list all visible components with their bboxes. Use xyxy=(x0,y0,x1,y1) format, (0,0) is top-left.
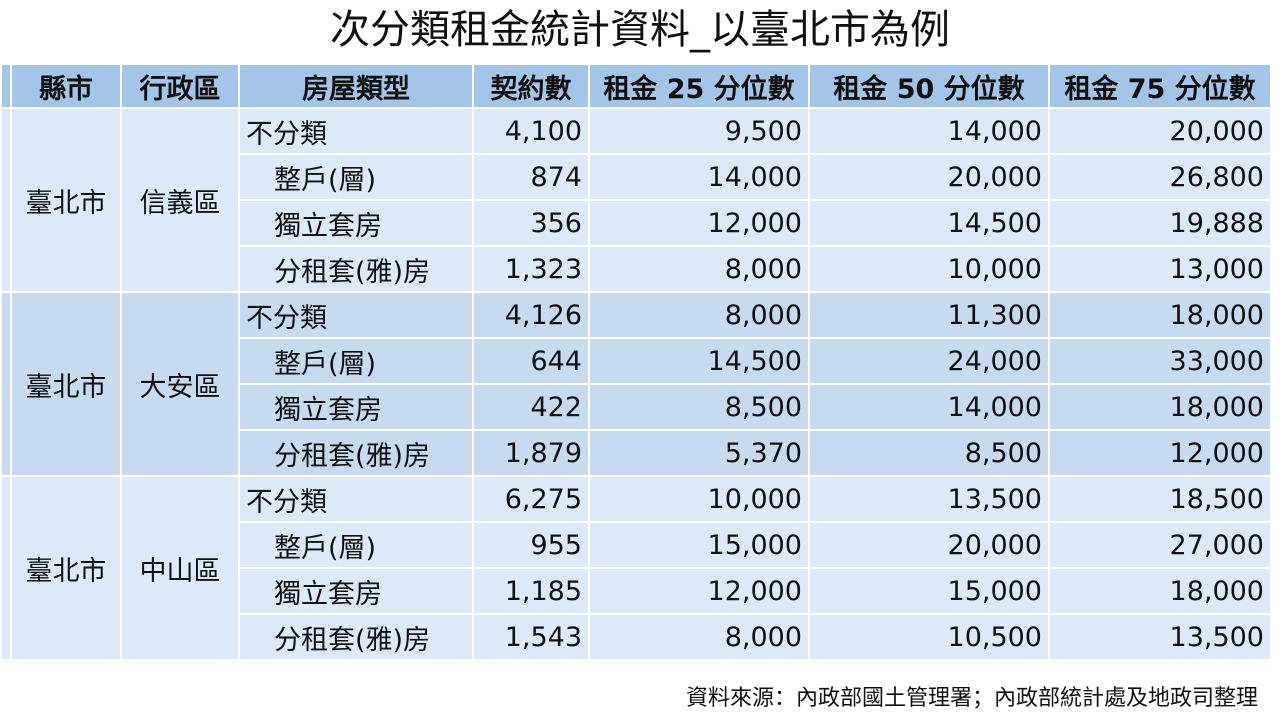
city-cell: 臺北市 xyxy=(10,107,122,293)
number-cell: 8,500 xyxy=(808,429,1050,477)
number-cell: 14,000 xyxy=(808,383,1050,431)
city-cell: 臺北市 xyxy=(10,291,122,477)
number-cell: 24,000 xyxy=(808,337,1050,385)
header-cell: 契約數 xyxy=(472,63,590,109)
number-cell: 12,000 xyxy=(588,567,810,615)
number-cell: 356 xyxy=(472,199,590,247)
table-row: 獨立套房 1,185 12,000 15,000 18,000 xyxy=(1,567,1272,615)
number-cell: 8,000 xyxy=(588,291,810,339)
number-cell: 6,275 xyxy=(472,475,590,523)
type-cell: 不分類 xyxy=(238,107,474,155)
type-cell: 不分類 xyxy=(238,291,474,339)
type-cell: 獨立套房 xyxy=(238,567,474,615)
number-cell: 13,000 xyxy=(1048,245,1272,293)
header-cell: 房屋類型 xyxy=(238,63,474,109)
number-cell: 8,000 xyxy=(588,245,810,293)
number-cell: 4,126 xyxy=(472,291,590,339)
type-cell: 整戶(層) xyxy=(238,337,474,385)
number-cell: 10,500 xyxy=(808,613,1050,661)
number-cell: 18,000 xyxy=(1048,291,1272,339)
type-cell: 整戶(層) xyxy=(238,521,474,569)
title: 次分類租金統計資料_以臺北市為例 xyxy=(330,7,950,53)
number-cell: 19,888 xyxy=(1048,199,1272,247)
header-cell: 租金 25 分位數 xyxy=(588,63,810,109)
number-cell: 14,000 xyxy=(808,107,1050,155)
type-cell: 分租套(雅)房 xyxy=(238,429,474,477)
header-cell: 行政區 xyxy=(120,63,240,109)
table-row: 獨立套房 356 12,000 14,500 19,888 xyxy=(1,199,1272,247)
number-cell: 422 xyxy=(472,383,590,431)
number-cell: 18,000 xyxy=(1048,383,1272,431)
number-cell: 11,300 xyxy=(808,291,1050,339)
type-cell: 整戶(層) xyxy=(238,153,474,201)
type-cell: 獨立套房 xyxy=(238,199,474,247)
number-cell: 4,100 xyxy=(472,107,590,155)
number-cell: 20,000 xyxy=(1048,107,1272,155)
district-cell: 信義區 xyxy=(120,107,240,293)
number-cell: 26,800 xyxy=(1048,153,1272,201)
table-row: 整戶(層) 955 15,000 20,000 27,000 xyxy=(1,521,1272,569)
city-cell: 臺北市 xyxy=(10,475,122,661)
number-cell: 18,500 xyxy=(1048,475,1272,523)
number-cell: 8,000 xyxy=(588,613,810,661)
source-note: 資料來源：內政部國土管理署；內政部統計處及地政司整理 xyxy=(685,686,1258,711)
header-cell: 租金 50 分位數 xyxy=(808,63,1050,109)
number-cell: 1,185 xyxy=(472,567,590,615)
table-row: 臺北市 大安區 不分類 4,126 8,000 11,300 18,000 xyxy=(0,291,1272,477)
number-cell: 18,000 xyxy=(1048,567,1272,615)
table-row: 獨立套房 422 8,500 14,000 18,000 xyxy=(1,383,1272,431)
number-cell: 8,500 xyxy=(588,383,810,431)
number-cell: 12,000 xyxy=(1048,429,1272,477)
type-cell: 分租套(雅)房 xyxy=(238,613,474,661)
number-cell: 874 xyxy=(472,153,590,201)
number-cell: 20,000 xyxy=(808,153,1050,201)
edge xyxy=(0,475,12,661)
number-cell: 15,000 xyxy=(588,521,810,569)
header-row: 縣市 行政區 房屋類型 契約數 租金 25 分位數 租金 50 分位數 租金 75 分位數 xyxy=(0,63,1272,109)
district-cell: 大安區 xyxy=(120,291,240,477)
rent-table: 縣市 行政區 房屋類型 契約數 租金 25 分位數 租金 50 分位數 租金 75 分位數 … xyxy=(0,63,1272,661)
edge xyxy=(0,63,12,109)
number-cell: 1,323 xyxy=(472,245,590,293)
number-cell: 955 xyxy=(472,521,590,569)
number-cell: 644 xyxy=(472,337,590,385)
table-row: 整戶(層) 874 14,000 20,000 26,800 xyxy=(1,153,1272,201)
table-row: 整戶(層) 644 14,500 24,000 33,000 xyxy=(1,337,1272,385)
number-cell: 15,000 xyxy=(808,567,1050,615)
header-cell: 租金 75 分位數 xyxy=(1048,63,1272,109)
table-body: 臺北市 信義區 不分類 4,100 9,500 14,000 20,000 整戶(層) 874 1… xyxy=(0,107,1272,661)
number-cell: 14,000 xyxy=(588,153,810,201)
table-row: 臺北市 信義區 不分類 4,100 9,500 14,000 20,000 xyxy=(0,107,1272,293)
table-row: 臺北市 中山區 不分類 6,275 10,000 13,500 18,500 xyxy=(0,475,1272,661)
number-cell: 13,500 xyxy=(808,475,1050,523)
type-cell: 不分類 xyxy=(238,475,474,523)
number-cell: 9,500 xyxy=(588,107,810,155)
number-cell: 14,500 xyxy=(808,199,1050,247)
type-cell: 獨立套房 xyxy=(238,383,474,431)
number-cell: 10,000 xyxy=(808,245,1050,293)
edge xyxy=(0,107,12,293)
number-cell: 12,000 xyxy=(588,199,810,247)
number-cell: 1,879 xyxy=(472,429,590,477)
number-cell: 14,500 xyxy=(588,337,810,385)
number-cell: 10,000 xyxy=(588,475,810,523)
number-cell: 5,370 xyxy=(588,429,810,477)
type-cell: 分租套(雅)房 xyxy=(238,245,474,293)
header-cell: 縣市 xyxy=(10,63,122,109)
number-cell: 33,000 xyxy=(1048,337,1272,385)
number-cell: 20,000 xyxy=(808,521,1050,569)
table-row: 分租套(雅)房 1,543 8,000 10,500 13,500 xyxy=(1,613,1272,661)
number-cell: 27,000 xyxy=(1048,521,1272,569)
number-cell: 13,500 xyxy=(1048,613,1272,661)
table-row: 分租套(雅)房 1,323 8,000 10,000 13,000 xyxy=(1,245,1272,293)
edge xyxy=(0,291,12,477)
district-cell: 中山區 xyxy=(120,475,240,661)
table-row: 分租套(雅)房 1,879 5,370 8,500 12,000 xyxy=(1,429,1272,477)
number-cell: 1,543 xyxy=(472,613,590,661)
